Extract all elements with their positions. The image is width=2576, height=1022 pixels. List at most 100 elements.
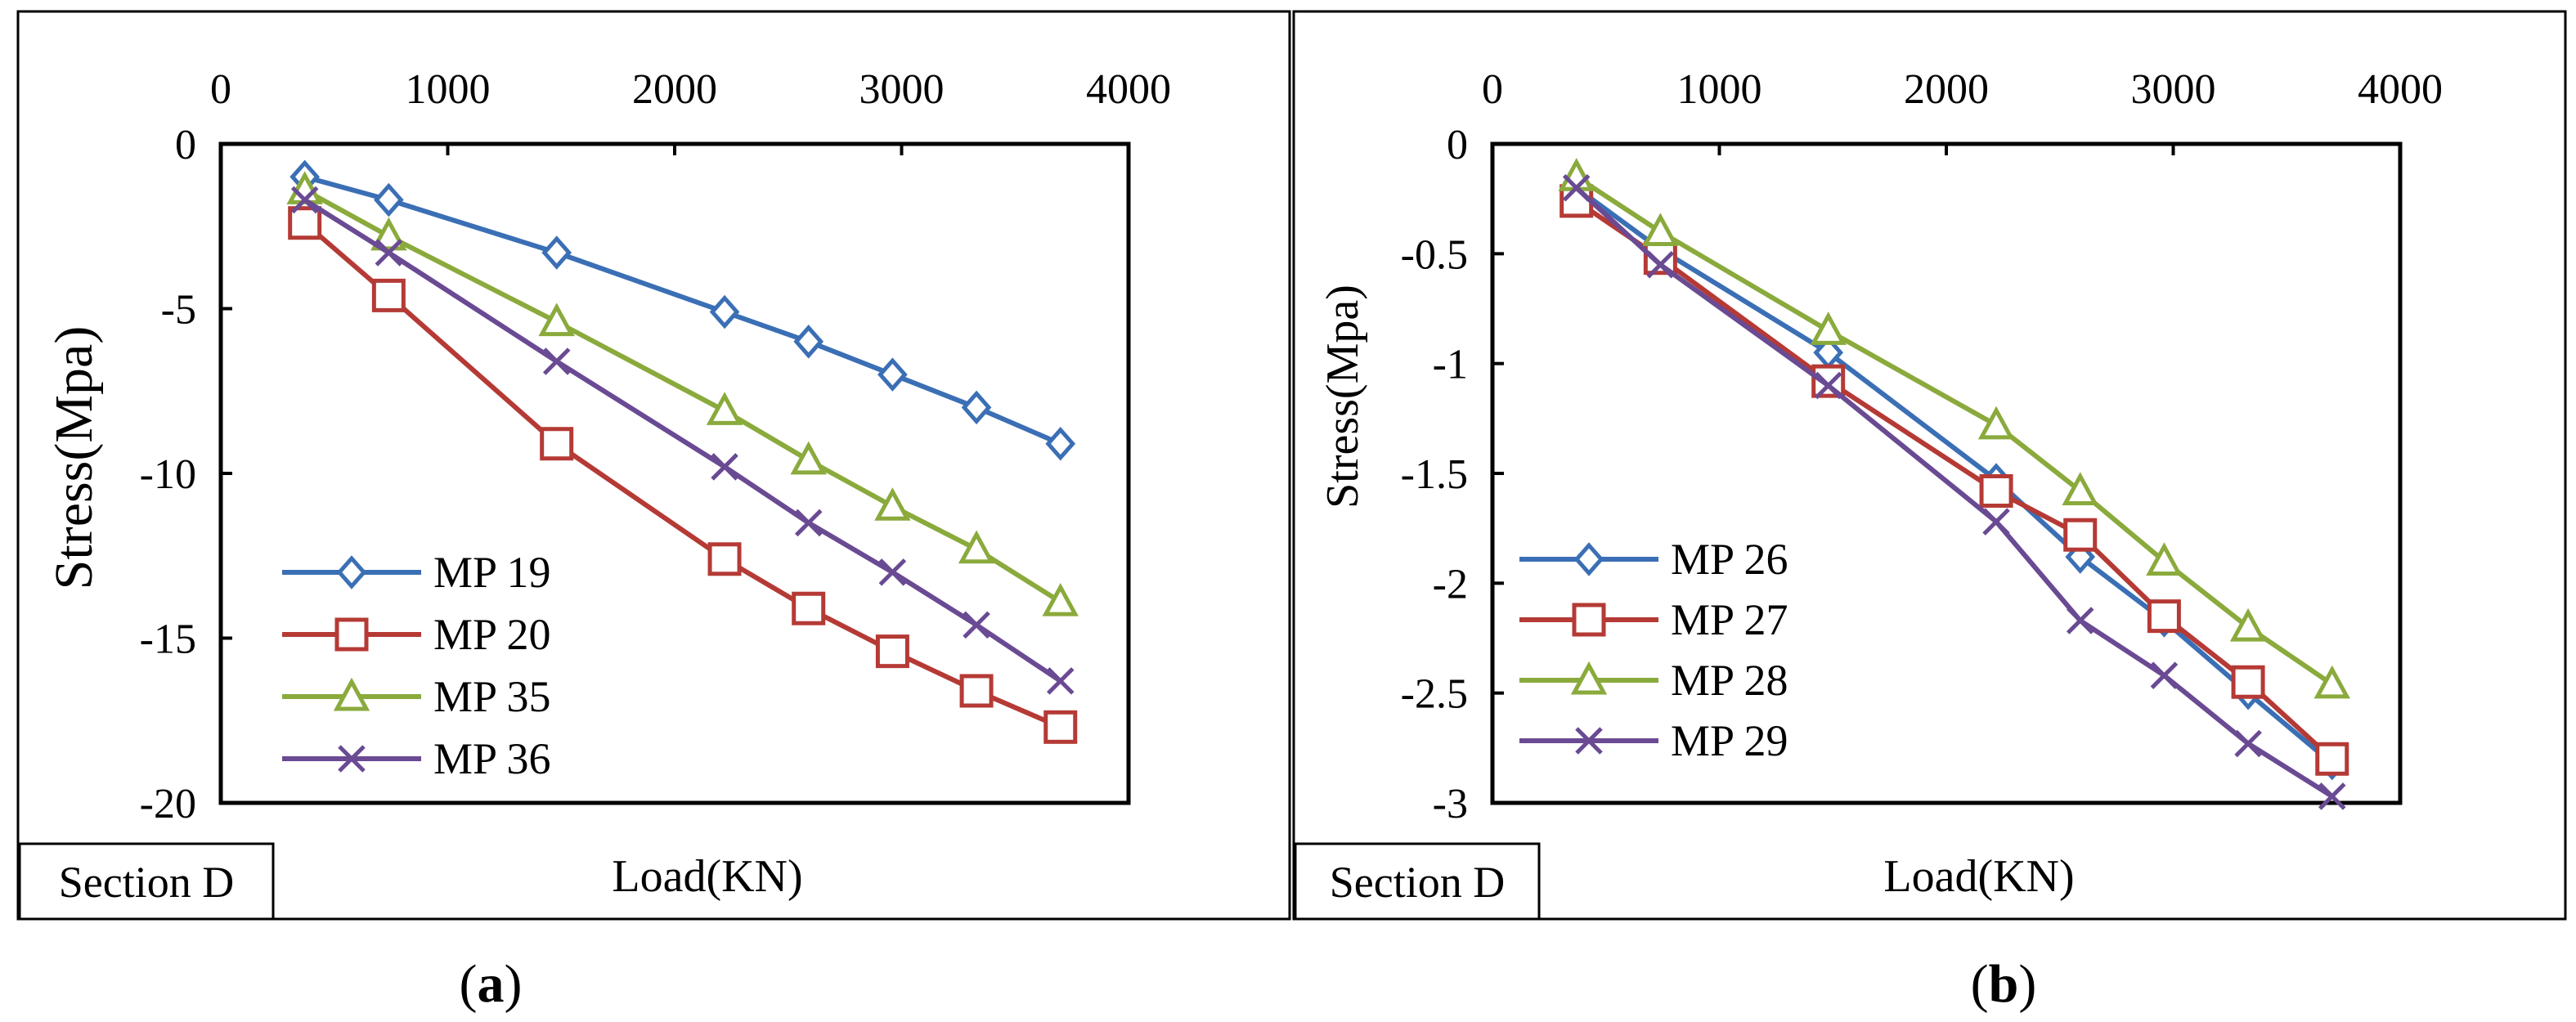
panel-b: 0 1000 2000 3000 4000 0 -0.5 -1 -1.5 -2 -2.5 -3 St… <box>1292 10 2567 1014</box>
data-point <box>878 558 907 586</box>
y-tick-label: -0.5 <box>1401 231 1468 278</box>
legend-marker <box>334 617 369 652</box>
y-tick-label: -1 <box>1433 342 1468 388</box>
y-tick-labels: 0 -5 -10 -15 -20 <box>140 122 196 827</box>
series-line <box>303 187 1062 604</box>
data-point <box>709 294 740 329</box>
data-point <box>961 390 992 425</box>
series-line <box>1574 186 2334 799</box>
legend: MP 19 MP 20 MP 35 MP 36 <box>282 548 551 783</box>
x-tick-label: 1000 <box>1677 66 1762 113</box>
data-point <box>707 542 742 576</box>
data-point <box>963 611 990 639</box>
series-mp-35 <box>286 171 1079 616</box>
x-tick-labels: 0 1000 2000 3000 4000 <box>1482 66 2443 113</box>
x-tick-label: 2000 <box>1904 66 1989 113</box>
legend-entry: MP 36 <box>282 734 551 783</box>
section-label-box <box>1294 842 1541 921</box>
x-axis-label: Load(KN) <box>1883 851 2074 902</box>
data-point <box>290 186 319 214</box>
legend-entry: MP 29 <box>1519 716 1788 765</box>
x-tick-label: 4000 <box>1086 66 1171 113</box>
legend-entry: MP 20 <box>282 610 551 659</box>
legend-marker <box>336 555 367 589</box>
data-point <box>1810 312 1847 345</box>
y-tick-label: -2 <box>1433 561 1468 607</box>
data-point <box>370 217 407 251</box>
x-tick-label: 4000 <box>2358 66 2443 113</box>
series-layer <box>1558 158 2350 810</box>
series-mp-29 <box>1562 173 2346 810</box>
y-tick-label: -5 <box>161 287 196 334</box>
legend-marker <box>333 677 370 711</box>
data-point <box>375 239 403 267</box>
legend-entry: MP 19 <box>282 548 551 597</box>
y-tick-label: 0 <box>1447 122 1468 168</box>
data-point <box>541 235 572 270</box>
legend: MP 26 MP 27 MP 28 MP 29 <box>1519 535 1788 765</box>
legend-marker <box>1570 661 1608 695</box>
data-point <box>2315 742 2349 776</box>
y-tick-label: -15 <box>140 616 196 663</box>
data-point <box>958 530 995 564</box>
data-point <box>2318 782 2346 810</box>
x-tick-label: 1000 <box>406 66 491 113</box>
data-point <box>877 357 908 392</box>
data-point <box>706 392 743 425</box>
series-mp-36 <box>290 186 1075 695</box>
x-tick-label: 0 <box>1482 66 1503 113</box>
data-point <box>2234 729 2262 758</box>
legend-label: MP 19 <box>433 548 551 597</box>
tick-marks <box>219 142 1130 805</box>
legend-label: MP 27 <box>1671 595 1788 644</box>
legend-label: MP 20 <box>433 610 551 659</box>
legend-marker <box>338 745 366 773</box>
panel-a: 0 1000 2000 3000 4000 0 -5 -10 -15 -20 Stress(Mp… <box>16 10 1291 1014</box>
section-label: Section D <box>1330 858 1505 907</box>
legend-label: MP 29 <box>1671 716 1788 765</box>
data-point <box>540 427 574 461</box>
data-point <box>2147 599 2181 634</box>
series-line <box>1575 174 2334 687</box>
y-tick-labels: 0 -0.5 -1 -1.5 -2 -2.5 -3 <box>1401 122 1468 827</box>
data-point <box>874 487 911 521</box>
legend-entry: MP 35 <box>282 672 551 721</box>
panel-frame <box>16 10 1291 921</box>
section-label-box <box>18 842 275 921</box>
data-point <box>2231 665 2265 699</box>
data-point <box>793 325 824 359</box>
panel-frame <box>1292 10 2567 921</box>
legend-entry: MP 28 <box>1519 656 1788 705</box>
x-tick-label: 0 <box>210 66 231 113</box>
data-point <box>790 441 827 475</box>
section-label: Section D <box>59 858 234 907</box>
data-point <box>2229 607 2267 642</box>
y-axis-label: Stress(Mpa) <box>1317 285 1368 509</box>
panel-label: (a) <box>460 954 523 1014</box>
series-mp-19 <box>289 159 1076 461</box>
series-layer <box>286 159 1079 744</box>
y-tick-label: -10 <box>140 451 196 498</box>
y-axis-label: Stress(Mpa) <box>44 326 104 590</box>
legend-label: MP 35 <box>433 672 551 721</box>
y-tick-label: -20 <box>140 781 196 827</box>
data-point <box>1977 406 2015 440</box>
data-point <box>288 206 322 240</box>
data-point <box>1562 173 1591 202</box>
legend-marker <box>1572 603 1606 637</box>
legend-marker <box>1573 542 1604 576</box>
data-point <box>1982 508 2010 536</box>
data-point <box>2150 661 2179 689</box>
series-line <box>303 174 1061 446</box>
x-axis-label: Load(KN) <box>612 851 802 902</box>
data-point <box>1979 473 2013 508</box>
data-point <box>538 303 575 337</box>
data-point <box>2313 665 2350 699</box>
series-mp-20 <box>288 206 1078 744</box>
data-point <box>1045 426 1076 461</box>
x-tick-label: 3000 <box>2131 66 2216 113</box>
legend-label: MP 28 <box>1671 656 1788 705</box>
legend-entry: MP 27 <box>1519 595 1788 644</box>
data-point <box>1043 710 1078 744</box>
x-tick-labels: 0 1000 2000 3000 4000 <box>210 66 1171 113</box>
